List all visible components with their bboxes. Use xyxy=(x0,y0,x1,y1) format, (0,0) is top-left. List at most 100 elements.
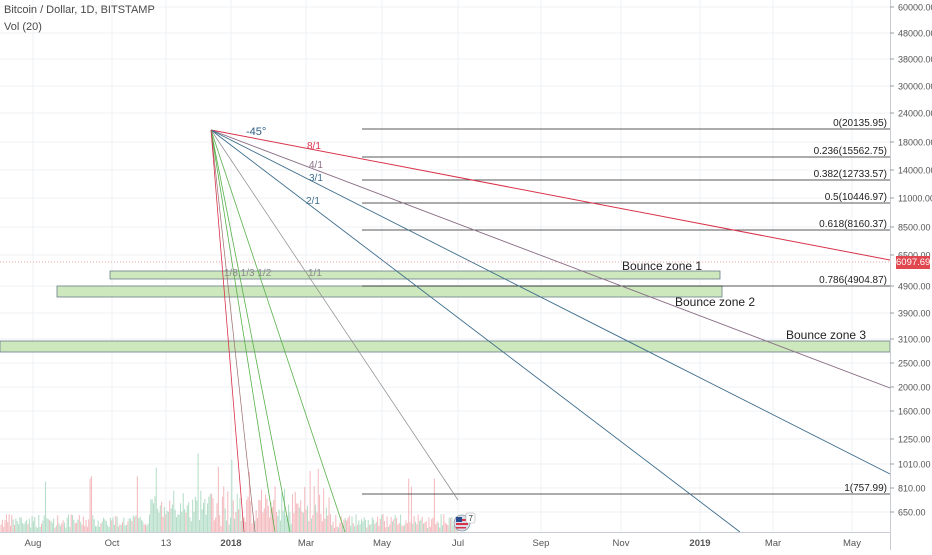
volume-bar xyxy=(401,525,403,532)
volume-bar xyxy=(186,505,188,532)
volume-bar xyxy=(211,493,213,532)
price-axis[interactable]: 60000.00 48000.00 38000.00 30000.00 24000.00… xyxy=(890,0,932,550)
volume-bar xyxy=(203,502,204,532)
volume-bar xyxy=(286,515,288,532)
volume-bar xyxy=(117,526,119,532)
volume-bar xyxy=(124,525,126,532)
volume-bar xyxy=(319,494,321,532)
volume-bar xyxy=(120,524,122,532)
volume-bar xyxy=(81,524,83,532)
volume-bar xyxy=(16,521,18,532)
volume-bar xyxy=(267,505,269,532)
volume-bar xyxy=(429,526,431,532)
time-tick-label: May xyxy=(373,538,391,549)
volume-bar xyxy=(385,527,387,532)
grid-lines xyxy=(0,0,890,532)
volume-bar xyxy=(281,491,283,532)
zone-label-2: Bounce zone 2 xyxy=(675,295,755,309)
volume-bar xyxy=(205,514,207,532)
volume-bar xyxy=(405,520,407,532)
volume-bar xyxy=(19,517,21,532)
volume-bar xyxy=(153,503,155,532)
volume-bar xyxy=(190,521,192,532)
volume-bar xyxy=(315,504,317,532)
volume-bar xyxy=(340,516,342,532)
volume-bar xyxy=(381,514,383,532)
volume-bar xyxy=(408,478,410,532)
volume-bar xyxy=(423,523,425,532)
volume-bar xyxy=(397,524,399,532)
time-tick-label: 13 xyxy=(161,538,172,549)
volume-bar xyxy=(127,521,129,532)
volume-bar xyxy=(425,521,427,532)
volume-bar xyxy=(184,509,186,532)
volume-bar xyxy=(277,516,279,532)
time-tick-label: Jul xyxy=(452,538,464,549)
volume-bar xyxy=(350,525,352,532)
volume-bar xyxy=(271,507,273,532)
volume-bar xyxy=(104,519,106,532)
volume-bar xyxy=(22,522,24,532)
volume-bar xyxy=(54,527,56,532)
volume-bar xyxy=(304,486,306,532)
volume-bar xyxy=(441,525,443,532)
volume-bar xyxy=(234,518,236,532)
volume-bar xyxy=(193,511,195,532)
volume-bar xyxy=(50,520,52,532)
volume-bar xyxy=(111,520,113,532)
fan-ratio-4: 4/1 xyxy=(309,160,323,171)
volume-bar xyxy=(58,523,60,532)
volume-bar xyxy=(89,478,91,532)
volume-bar xyxy=(317,468,319,532)
volume-bar xyxy=(306,505,308,532)
volume-bar xyxy=(149,514,150,532)
volume-bar xyxy=(351,516,353,532)
volume-bar xyxy=(55,525,57,532)
volume-bar xyxy=(265,494,267,532)
volume-bar xyxy=(246,499,248,532)
fan-line xyxy=(210,129,291,533)
time-tick-label: May xyxy=(843,538,861,549)
volume-bar xyxy=(394,515,396,532)
volume-bar xyxy=(288,504,290,532)
volume-bar xyxy=(348,515,350,532)
volume-bar xyxy=(216,503,218,532)
volume-bar xyxy=(142,521,144,532)
volume-bar xyxy=(88,519,90,532)
price-tick-label: 24000.00 xyxy=(898,109,932,119)
volume-bar xyxy=(136,476,138,532)
volume-bar xyxy=(242,517,244,532)
volume-bar xyxy=(53,518,55,532)
volume-bar xyxy=(97,520,99,532)
volume-bar xyxy=(342,525,344,532)
volume-bar xyxy=(379,518,381,532)
fan-line xyxy=(210,129,276,533)
volume-bar xyxy=(147,523,149,532)
volume-bar xyxy=(424,522,426,532)
volume-bar xyxy=(446,523,447,532)
volume-bar xyxy=(99,526,101,532)
volume-bar xyxy=(328,497,330,532)
volume-bar xyxy=(95,525,96,532)
time-axis[interactable]: Aug Oct 13 2018 Mar May Jul Sep Nov 2019 Mar May xyxy=(0,532,890,550)
volume-bar xyxy=(301,511,303,532)
volume-bar xyxy=(134,516,136,532)
volume-bar xyxy=(220,526,222,532)
flag-badge[interactable]: 7 xyxy=(452,512,476,532)
volume-bar xyxy=(143,524,145,532)
bounce-zone xyxy=(0,340,891,353)
volume-bar xyxy=(396,517,398,532)
volume-bar xyxy=(412,523,414,532)
volume-bar xyxy=(235,512,237,532)
volume-bar xyxy=(42,520,44,532)
volume-bar xyxy=(219,515,221,532)
volume-bar xyxy=(138,518,140,532)
volume-bar xyxy=(96,526,98,532)
volume-bar xyxy=(437,522,439,532)
volume-bar xyxy=(221,496,223,532)
volume-bar xyxy=(236,493,238,532)
volume-bar xyxy=(316,512,318,532)
volume-bar xyxy=(354,526,356,532)
